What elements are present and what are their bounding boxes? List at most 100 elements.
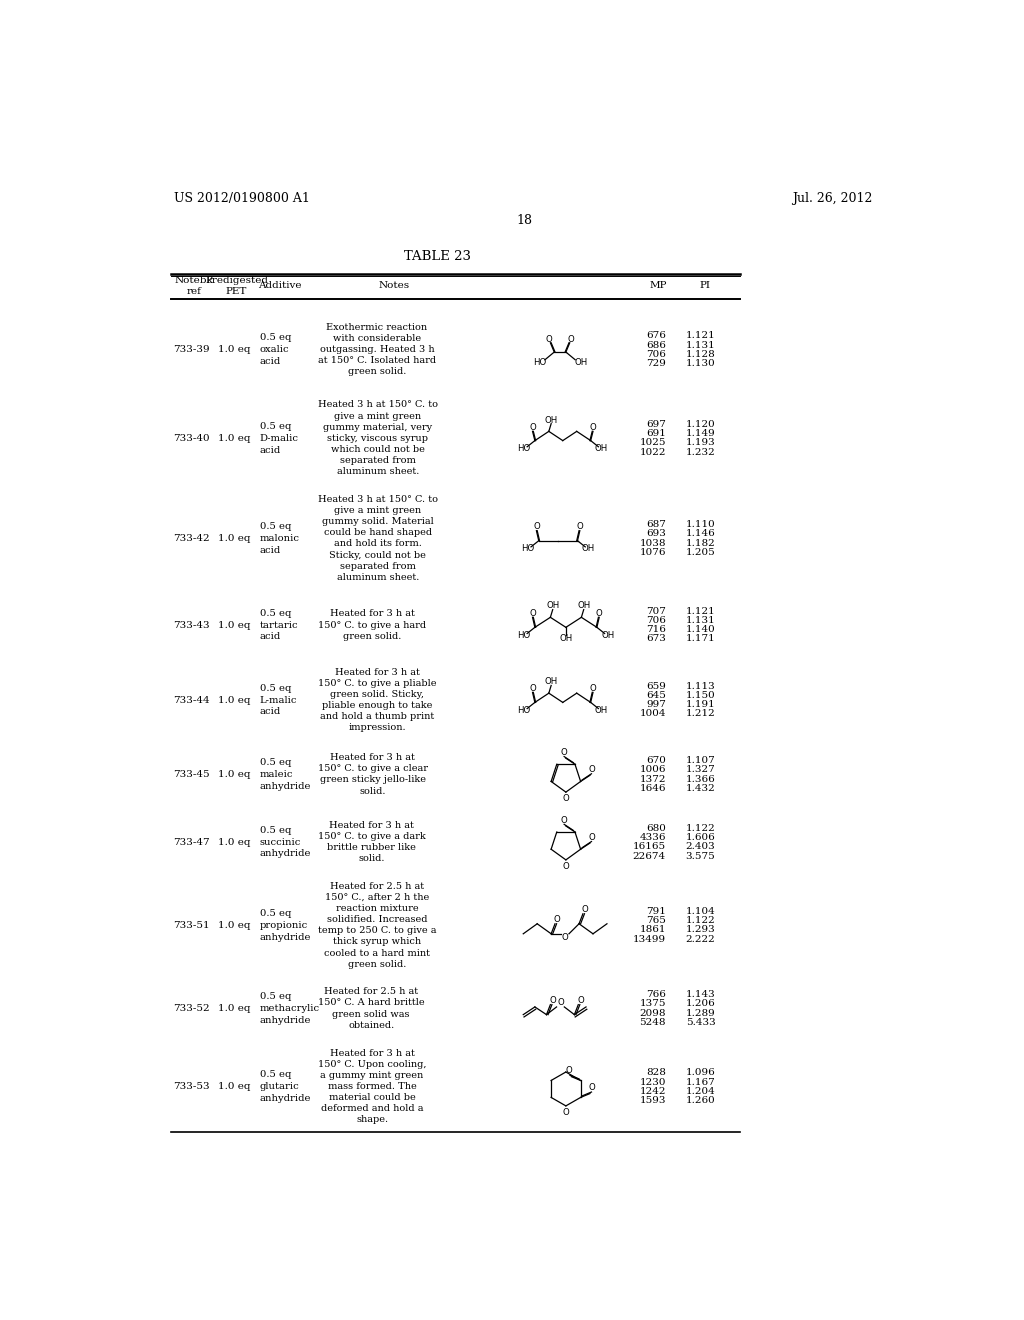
Text: 1.206: 1.206 xyxy=(686,999,716,1008)
Text: 1.293: 1.293 xyxy=(686,925,716,935)
Text: Heated for 2.5 h at
150° C. A hard brittle
green solid was
obtained.: Heated for 2.5 h at 150° C. A hard britt… xyxy=(317,987,425,1030)
Text: O: O xyxy=(582,906,589,915)
Text: 0.5 eq
methacrylic
anhydride: 0.5 eq methacrylic anhydride xyxy=(260,993,319,1024)
Text: 4336: 4336 xyxy=(639,833,666,842)
Text: 1.432: 1.432 xyxy=(686,784,716,793)
Text: O: O xyxy=(588,766,595,775)
Text: 733-39: 733-39 xyxy=(173,346,210,354)
Text: 1.143: 1.143 xyxy=(686,990,716,999)
Text: Predigested
PET: Predigested PET xyxy=(205,276,268,296)
Text: 1.366: 1.366 xyxy=(686,775,716,784)
Text: O: O xyxy=(561,748,567,758)
Text: 1.146: 1.146 xyxy=(686,529,716,539)
Text: 1.191: 1.191 xyxy=(686,700,716,709)
Text: 1646: 1646 xyxy=(639,784,666,793)
Text: 706: 706 xyxy=(646,350,666,359)
Text: 0.5 eq
propionic
anhydride: 0.5 eq propionic anhydride xyxy=(260,909,311,941)
Text: 1.120: 1.120 xyxy=(686,420,716,429)
Text: Heated 3 h at 150° C. to
give a mint green
gummy solid. Material
could be hand s: Heated 3 h at 150° C. to give a mint gre… xyxy=(317,495,438,582)
Text: Notes: Notes xyxy=(378,281,410,290)
Text: 3.575: 3.575 xyxy=(686,851,716,861)
Text: 2098: 2098 xyxy=(639,1008,666,1018)
Text: 1.140: 1.140 xyxy=(686,626,716,634)
Text: 1038: 1038 xyxy=(639,539,666,548)
Text: O: O xyxy=(562,1107,569,1117)
Text: 686: 686 xyxy=(646,341,666,350)
Text: O: O xyxy=(554,916,561,924)
Text: 733-44: 733-44 xyxy=(173,696,210,705)
Text: 1.096: 1.096 xyxy=(686,1068,716,1077)
Text: 1.121: 1.121 xyxy=(686,607,716,615)
Text: 1.289: 1.289 xyxy=(686,1008,716,1018)
Text: 733-47: 733-47 xyxy=(173,838,210,846)
Text: 1.149: 1.149 xyxy=(686,429,716,438)
Text: 2.222: 2.222 xyxy=(686,935,716,944)
Text: 693: 693 xyxy=(646,529,666,539)
Text: Heated for 3 h at
150° C. to give a dark
brittle rubber like
solid.: Heated for 3 h at 150° C. to give a dark… xyxy=(317,821,426,863)
Text: HO: HO xyxy=(517,706,530,714)
Text: 1.0 eq: 1.0 eq xyxy=(218,434,251,442)
Text: PI: PI xyxy=(699,281,711,290)
Text: 1593: 1593 xyxy=(639,1096,666,1105)
Text: 1.0 eq: 1.0 eq xyxy=(218,533,251,543)
Text: Notebk
ref: Notebk ref xyxy=(174,276,213,296)
Text: OH: OH xyxy=(545,677,558,686)
Text: Heated for 3 h at
150° C. to give a clear
green sticky jello-like
solid.: Heated for 3 h at 150° C. to give a clea… xyxy=(317,754,428,796)
Text: 733-42: 733-42 xyxy=(173,533,210,543)
Text: 733-53: 733-53 xyxy=(173,1082,210,1092)
Text: 0.5 eq
D-malic
acid: 0.5 eq D-malic acid xyxy=(260,422,299,454)
Text: 680: 680 xyxy=(646,824,666,833)
Text: 1.0 eq: 1.0 eq xyxy=(218,696,251,705)
Text: O: O xyxy=(590,684,596,693)
Text: 716: 716 xyxy=(646,626,666,634)
Text: 1004: 1004 xyxy=(639,709,666,718)
Text: 1.606: 1.606 xyxy=(686,833,716,842)
Text: 1.0 eq: 1.0 eq xyxy=(218,770,251,779)
Text: 1.128: 1.128 xyxy=(686,350,716,359)
Text: O: O xyxy=(529,609,536,618)
Text: MP: MP xyxy=(649,281,667,290)
Text: 1.107: 1.107 xyxy=(686,756,716,766)
Text: 1006: 1006 xyxy=(639,766,666,775)
Text: 0.5 eq
malonic
acid: 0.5 eq malonic acid xyxy=(260,523,300,554)
Text: OH: OH xyxy=(547,602,560,610)
Text: O: O xyxy=(562,933,568,942)
Text: 1.131: 1.131 xyxy=(686,341,716,350)
Text: OH: OH xyxy=(582,544,595,553)
Text: 670: 670 xyxy=(646,756,666,766)
Text: 1.131: 1.131 xyxy=(686,616,716,624)
Text: Heated for 3 h at
150° C. to give a hard
green solid.: Heated for 3 h at 150° C. to give a hard… xyxy=(317,610,426,640)
Text: 0.5 eq
glutaric
anhydride: 0.5 eq glutaric anhydride xyxy=(260,1071,311,1104)
Text: 766: 766 xyxy=(646,990,666,999)
Text: O: O xyxy=(596,609,602,618)
Text: O: O xyxy=(589,1082,596,1092)
Text: O: O xyxy=(549,997,556,1006)
Text: OH: OH xyxy=(574,358,588,367)
Text: TABLE 23: TABLE 23 xyxy=(404,251,471,264)
Text: OH: OH xyxy=(595,444,608,453)
Text: Heated for 3 h at
150° C. Upon cooling,
a gummy mint green
mass formed. The
mate: Heated for 3 h at 150° C. Upon cooling, … xyxy=(317,1049,426,1125)
Text: Additive: Additive xyxy=(258,281,302,290)
Text: HO: HO xyxy=(517,631,530,639)
Text: 765: 765 xyxy=(646,916,666,925)
Text: OH: OH xyxy=(545,416,558,425)
Text: 1025: 1025 xyxy=(639,438,666,447)
Text: 16165: 16165 xyxy=(633,842,666,851)
Text: O: O xyxy=(561,816,567,825)
Text: 676: 676 xyxy=(646,331,666,341)
Text: 673: 673 xyxy=(646,635,666,643)
Text: OH: OH xyxy=(578,602,591,610)
Text: 0.5 eq
oxalic
acid: 0.5 eq oxalic acid xyxy=(260,334,291,366)
Text: O: O xyxy=(557,998,564,1007)
Text: O: O xyxy=(529,684,536,693)
Text: 697: 697 xyxy=(646,420,666,429)
Text: HO: HO xyxy=(521,544,535,553)
Text: OH: OH xyxy=(601,631,614,639)
Text: 0.5 eq
tartaric
acid: 0.5 eq tartaric acid xyxy=(260,609,298,642)
Text: 1242: 1242 xyxy=(639,1086,666,1096)
Text: 828: 828 xyxy=(646,1068,666,1077)
Text: 1.0 eq: 1.0 eq xyxy=(218,1082,251,1092)
Text: HO: HO xyxy=(532,358,546,367)
Text: OH: OH xyxy=(559,635,572,643)
Text: 997: 997 xyxy=(646,700,666,709)
